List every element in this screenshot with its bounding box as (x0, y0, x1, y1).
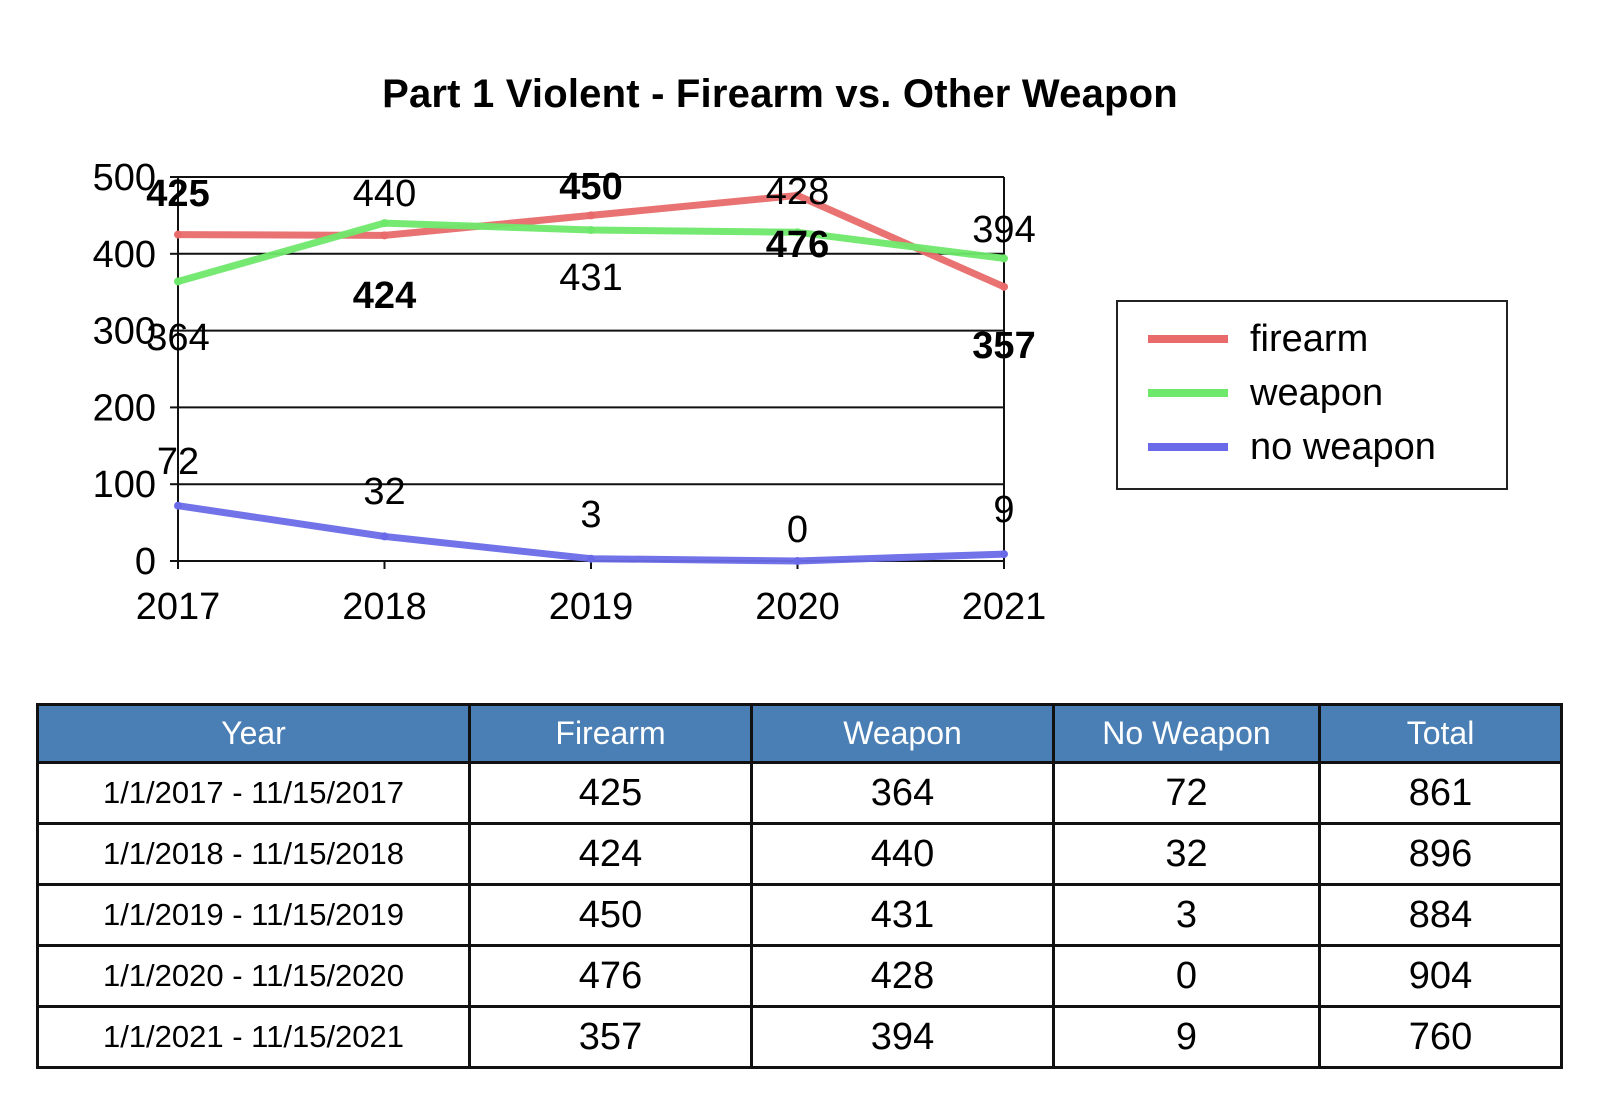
legend-label-weapon: weapon (1250, 371, 1384, 414)
cell-firearm: 450 (468, 883, 753, 947)
cell-firearm: 424 (468, 822, 753, 886)
x-tick-label: 2019 (549, 586, 634, 628)
header-year: Year (36, 703, 471, 764)
header-firearm: Firearm (468, 703, 753, 764)
data-label-weapon: 394 (972, 209, 1035, 251)
cell-total: 904 (1318, 944, 1563, 1008)
data-label-no-weapon: 3 (580, 494, 601, 536)
cell-firearm: 357 (468, 1005, 753, 1069)
table-header-row: Year Firearm Weapon No Weapon Total (36, 703, 1563, 764)
line-chart: 0 100 200 300 400 500 2017 2018 2019 2020 2021 425 4… (93, 157, 1047, 628)
data-point-firearm (1000, 282, 1008, 291)
y-tick-label: 500 (93, 157, 156, 199)
data-point-weapon (174, 277, 182, 286)
data-point-firearm (380, 231, 389, 240)
data-label-no-weapon: 32 (363, 471, 405, 513)
table-row: 1/1/2020 - 11/15/2020 476 428 0 904 (36, 944, 1563, 1008)
legend-swatch-firearm (1148, 335, 1228, 343)
data-point-firearm (793, 191, 802, 200)
legend-item-firearm: firearm (1148, 314, 1368, 364)
cell-weapon: 394 (750, 1005, 1055, 1069)
data-label-firearm: 424 (353, 275, 416, 317)
data-point-no-weapon (174, 501, 182, 510)
legend-item-weapon: weapon (1148, 368, 1383, 418)
data-label-weapon: 364 (146, 317, 209, 359)
data-label-firearm: 450 (559, 166, 622, 208)
x-tick-label: 2018 (342, 586, 427, 628)
cell-no-weapon: 9 (1052, 1005, 1321, 1069)
data-label-no-weapon: 72 (157, 441, 199, 483)
data-point-firearm (587, 211, 595, 220)
header-weapon: Weapon (750, 703, 1055, 764)
x-tick-label: 2017 (136, 586, 221, 628)
table-row: 1/1/2021 - 11/15/2021 357 394 9 760 (36, 1005, 1563, 1069)
y-tick-label: 0 (135, 541, 156, 583)
data-label-weapon: 440 (353, 173, 416, 215)
data-point-weapon (380, 219, 389, 228)
cell-weapon: 428 (750, 944, 1055, 1008)
cell-total: 896 (1318, 822, 1563, 886)
data-label-weapon: 428 (766, 171, 829, 213)
data-table: Year Firearm Weapon No Weapon Total 1/1/… (36, 703, 1563, 1069)
legend-label-firearm: firearm (1250, 317, 1369, 360)
data-label-no-weapon: 0 (787, 509, 808, 551)
cell-no-weapon: 3 (1052, 883, 1321, 947)
cell-period: 1/1/2021 - 11/15/2021 (36, 1005, 471, 1069)
x-tick-label: 2020 (755, 586, 840, 628)
cell-total: 861 (1318, 761, 1563, 825)
data-point-no-weapon (793, 557, 802, 565)
header-total: Total (1318, 703, 1563, 764)
legend-swatch-no-weapon (1148, 443, 1228, 451)
cell-weapon: 440 (750, 822, 1055, 886)
data-point-no-weapon (380, 532, 389, 541)
y-tick-label: 300 (93, 311, 156, 353)
table-row: 1/1/2018 - 11/15/2018 424 440 32 896 (36, 822, 1563, 886)
cell-total: 884 (1318, 883, 1563, 947)
data-point-weapon (793, 228, 802, 237)
cell-total: 760 (1318, 1005, 1563, 1069)
cell-firearm: 476 (468, 944, 753, 1008)
chart-title: Part 1 Violent - Firearm vs. Other Weapo… (382, 72, 1178, 116)
cell-period: 1/1/2018 - 11/15/2018 (36, 822, 471, 886)
data-point-no-weapon (587, 554, 595, 563)
data-label-no-weapon: 9 (993, 489, 1014, 531)
y-tick-label: 200 (93, 387, 156, 429)
chart-legend: firearm weapon no weapon (1116, 300, 1508, 490)
data-label-firearm: 476 (766, 224, 829, 266)
cell-period: 1/1/2019 - 11/15/2019 (36, 883, 471, 947)
table-row: 1/1/2017 - 11/15/2017 425 364 72 861 (36, 761, 1563, 825)
data-point-firearm (174, 230, 182, 239)
cell-firearm: 425 (468, 761, 753, 825)
data-point-weapon (1000, 254, 1008, 263)
cell-no-weapon: 32 (1052, 822, 1321, 886)
cell-period: 1/1/2017 - 11/15/2017 (36, 761, 471, 825)
data-label-firearm: 357 (972, 325, 1035, 367)
data-label-firearm: 425 (146, 173, 209, 215)
header-no-weapon: No Weapon (1052, 703, 1321, 764)
data-label-weapon: 431 (559, 257, 622, 299)
legend-item-no-weapon: no weapon (1148, 422, 1436, 472)
data-point-weapon (587, 225, 595, 234)
legend-label-no-weapon: no weapon (1250, 425, 1436, 468)
cell-period: 1/1/2020 - 11/15/2020 (36, 944, 471, 1008)
cell-weapon: 364 (750, 761, 1055, 825)
table-row: 1/1/2019 - 11/15/2019 450 431 3 884 (36, 883, 1563, 947)
y-tick-label: 100 (93, 464, 156, 506)
legend-swatch-weapon (1148, 389, 1228, 397)
x-tick-label: 2021 (962, 586, 1047, 628)
cell-weapon: 431 (750, 883, 1055, 947)
cell-no-weapon: 0 (1052, 944, 1321, 1008)
y-tick-label: 400 (93, 234, 156, 276)
data-point-no-weapon (1000, 550, 1008, 559)
cell-no-weapon: 72 (1052, 761, 1321, 825)
